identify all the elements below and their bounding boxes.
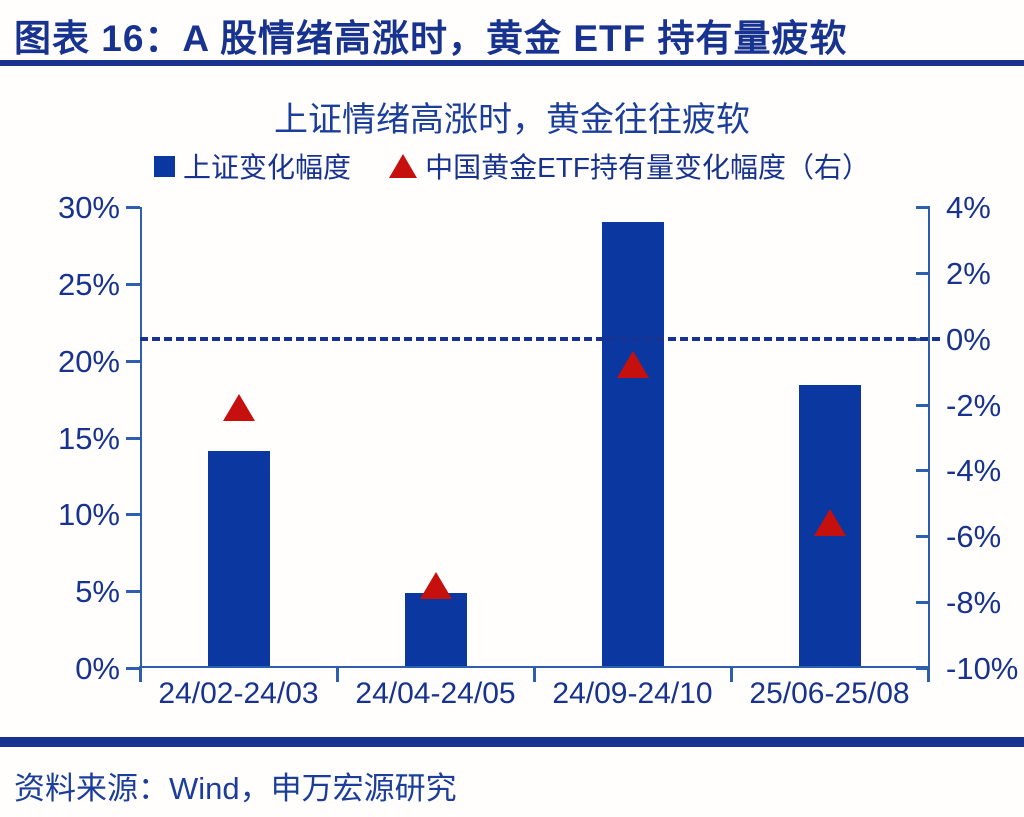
left-axis-tick-label: 0% xyxy=(75,651,120,686)
x-axis-tick xyxy=(336,666,339,682)
legend-label-marker-series: 中国黄金ETF持有量变化幅度（右） xyxy=(425,152,870,183)
x-axis-category-label: 25/06-25/08 xyxy=(749,677,910,710)
bar-series-swatch-icon xyxy=(154,155,176,177)
right-axis-tick-label: -6% xyxy=(946,519,1002,555)
left-axis-tick-label: 5% xyxy=(75,574,120,610)
right-axis-tick xyxy=(916,667,930,670)
x-axis-tick xyxy=(927,666,930,682)
right-axis-tick xyxy=(916,206,930,209)
x-axis-category-label: 24/09-24/10 xyxy=(552,677,713,710)
triangle-series-swatch-icon xyxy=(389,154,418,178)
left-axis-tick xyxy=(126,282,140,286)
left-axis-tick xyxy=(126,590,140,594)
right-axis-tick xyxy=(916,403,930,407)
legend-item-marker-series: 中国黄金ETF持有量变化幅度（右） xyxy=(389,146,870,186)
legend-label-bar-series: 上证变化幅度 xyxy=(183,152,352,183)
x-axis-tick xyxy=(730,666,733,682)
left-axis-tick xyxy=(126,436,140,440)
figure-caption: 图表 16：A 股情绪高涨时，黄金 ETF 持有量疲软 xyxy=(14,18,848,59)
legend-item-bar-series: 上证变化幅度 xyxy=(154,146,351,186)
left-axis-tick xyxy=(126,206,140,209)
triangle-marker-24/02-24/03 xyxy=(222,393,255,421)
left-axis-tick-label: 20% xyxy=(57,343,120,379)
right-axis-tick xyxy=(916,601,930,605)
right-axis-line xyxy=(928,207,930,668)
plot-area: 0% 5% 10% 15% 20% 25% 30% -10% -8% -6% -4% -2% 0% 2% 4… xyxy=(58,192,1018,709)
left-axis-tick-label: 25% xyxy=(57,266,120,302)
right-axis-tick-label: -4% xyxy=(946,453,1002,489)
right-axis-tick xyxy=(916,271,930,275)
triangle-marker-24/09-24/10 xyxy=(616,351,649,379)
left-axis-line xyxy=(140,207,142,668)
left-axis-tick xyxy=(126,667,140,670)
x-axis-category-label: 24/04-24/05 xyxy=(355,677,516,710)
x-axis-tick xyxy=(533,666,536,682)
x-axis-category-label: 24/02-24/03 xyxy=(158,677,319,710)
left-axis-tick-label: 15% xyxy=(57,420,120,456)
caption-underline xyxy=(0,60,1024,66)
right-axis-tick-label: 4% xyxy=(946,190,991,225)
right-axis-tick-label: -2% xyxy=(946,387,1002,423)
right-axis-tick-label: 0% xyxy=(946,321,991,357)
right-axis-tick-label: -8% xyxy=(946,585,1002,621)
chart-title: 上证情绪高涨时，黄金往往疲软 xyxy=(274,101,750,139)
bar-24/09-24/10 xyxy=(601,222,664,666)
left-axis-tick-label: 10% xyxy=(57,497,120,533)
right-axis-tick xyxy=(916,535,930,539)
zero-reference-line xyxy=(140,336,940,341)
x-axis-tick xyxy=(139,666,142,682)
data-source: 资料来源：Wind，申万宏源研究 xyxy=(14,771,457,806)
right-axis-tick xyxy=(916,469,930,473)
left-axis-tick xyxy=(126,359,140,363)
right-axis-tick-label: 2% xyxy=(946,255,991,291)
figure-bottom-rule xyxy=(0,737,1024,747)
triangle-marker-25/06-25/08 xyxy=(813,509,846,537)
bar-24/02-24/03 xyxy=(207,451,270,666)
triangle-marker-24/04-24/05 xyxy=(419,571,452,599)
left-axis-tick xyxy=(126,513,140,517)
bar-24/04-24/05 xyxy=(404,592,467,666)
chart-legend: 上证变化幅度 中国黄金ETF持有量变化幅度（右） xyxy=(0,146,1024,186)
right-axis-tick-label: -10% xyxy=(946,651,1019,686)
left-axis-tick-label: 30% xyxy=(57,190,120,225)
